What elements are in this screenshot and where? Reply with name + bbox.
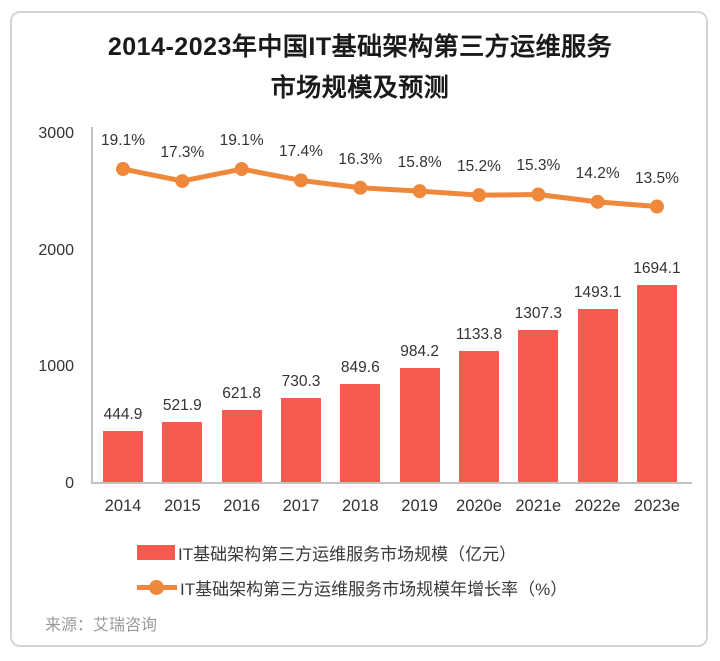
bar-2022e bbox=[577, 308, 618, 482]
line-point-2021e bbox=[531, 187, 546, 202]
bar-value-label-2015: 521.9 bbox=[162, 397, 202, 415]
chart-title: 2014-2023年中国IT基础架构第三方运维服务 市场规模及预测 bbox=[0, 27, 720, 109]
x-axis-tick-2019: 2019 bbox=[401, 497, 438, 515]
bar-value-label-2014: 444.9 bbox=[103, 406, 143, 424]
line-point-2020e bbox=[471, 188, 486, 203]
line-point-2015 bbox=[175, 174, 190, 189]
growth-rate-label-2018: 16.3% bbox=[338, 150, 383, 168]
growth-line bbox=[120, 166, 660, 210]
bar-2018 bbox=[340, 383, 381, 482]
x-axis-tick-2016: 2016 bbox=[223, 497, 261, 515]
legend-item-market-size: IT基础架构第三方运维服务市场规模（亿元） bbox=[137, 540, 697, 564]
bar-value-label-2016: 621.8 bbox=[222, 385, 262, 403]
chart-title-line1: 2014-2023年中国IT基础架构第三方运维服务 bbox=[107, 33, 613, 61]
bar-value-label-2022e: 1493.1 bbox=[573, 283, 622, 301]
growth-rate-label-2019: 15.8% bbox=[397, 154, 442, 172]
bar-series-swatch bbox=[137, 544, 175, 560]
line-point-2018 bbox=[353, 180, 368, 195]
x-axis-line bbox=[91, 482, 692, 484]
bar-value-label-2018: 849.6 bbox=[340, 358, 380, 376]
x-axis-tick-2022e: 2022e bbox=[574, 497, 621, 515]
bar-2020e bbox=[458, 350, 499, 482]
growth-rate-label-2016: 19.1% bbox=[219, 132, 264, 150]
bar-value-label-2023e: 1694.1 bbox=[633, 260, 681, 278]
x-axis-tick-2017: 2017 bbox=[282, 497, 320, 515]
bar-2021e bbox=[518, 330, 559, 482]
x-axis-tick-2014: 2014 bbox=[104, 497, 142, 515]
y-axis-tick-0: 0 bbox=[65, 475, 74, 492]
bar-2019 bbox=[399, 368, 440, 482]
line-point-2017 bbox=[293, 173, 308, 188]
legend-label-growth-rate: IT基础架构第三方运维服务市场规模年增长率（%） bbox=[180, 579, 568, 599]
line-point-2022e bbox=[590, 194, 605, 209]
growth-rate-label-2021e: 15.3% bbox=[516, 157, 561, 175]
bar-2014 bbox=[103, 431, 143, 482]
y-axis-tick-2000: 2000 bbox=[38, 241, 74, 259]
growth-rate-label-2023e: 13.5% bbox=[634, 169, 679, 187]
line-point-2019 bbox=[412, 184, 427, 199]
bar-value-label-2021e: 1307.3 bbox=[514, 305, 563, 323]
x-axis-tick-2021e: 2021e bbox=[515, 497, 562, 515]
chart-title-line2: 市场规模及预测 bbox=[270, 74, 450, 102]
legend-label-market-size: IT基础架构第三方运维服务市场规模（亿元） bbox=[178, 544, 517, 564]
x-axis-tick-2018: 2018 bbox=[341, 497, 379, 515]
bar-2016 bbox=[221, 410, 262, 482]
bar-value-label-2019: 984.2 bbox=[400, 343, 440, 361]
bar-value-label-2017: 730.3 bbox=[281, 372, 321, 390]
growth-rate-label-2014: 19.1% bbox=[101, 132, 145, 150]
growth-rate-label-2017: 17.4% bbox=[279, 143, 323, 161]
bar-2023e bbox=[636, 285, 677, 482]
line-series-swatch bbox=[137, 579, 177, 595]
y-axis-tick-1000: 1000 bbox=[38, 358, 74, 376]
y-axis-tick-3000: 3000 bbox=[38, 125, 74, 142]
line-point-2023e bbox=[649, 199, 664, 214]
x-axis-tick-2015: 2015 bbox=[163, 497, 201, 515]
growth-rate-label-2020e: 15.2% bbox=[456, 158, 501, 176]
y-axis-line bbox=[91, 127, 93, 484]
bar-2015 bbox=[162, 422, 203, 482]
bar-value-label-2020e: 1133.8 bbox=[455, 325, 503, 343]
x-axis-tick-2023e: 2023e bbox=[634, 497, 680, 515]
bar-2017 bbox=[280, 397, 321, 482]
x-axis-tick-2020e: 2020e bbox=[456, 497, 502, 515]
line-point-2016 bbox=[234, 162, 249, 177]
growth-rate-label-2022e: 14.2% bbox=[575, 164, 620, 182]
legend: IT基础架构第三方运维服务市场规模（亿元） IT基础架构第三方运维服务市场规模年… bbox=[137, 540, 697, 599]
legend-item-growth-rate: IT基础架构第三方运维服务市场规模年增长率（%） bbox=[137, 575, 697, 599]
line-swatch-dot-icon bbox=[149, 579, 164, 595]
growth-rate-label-2015: 17.3% bbox=[160, 144, 205, 162]
line-point-2014 bbox=[116, 162, 130, 177]
source-attribution: 来源：艾瑞咨询 bbox=[45, 617, 158, 634]
